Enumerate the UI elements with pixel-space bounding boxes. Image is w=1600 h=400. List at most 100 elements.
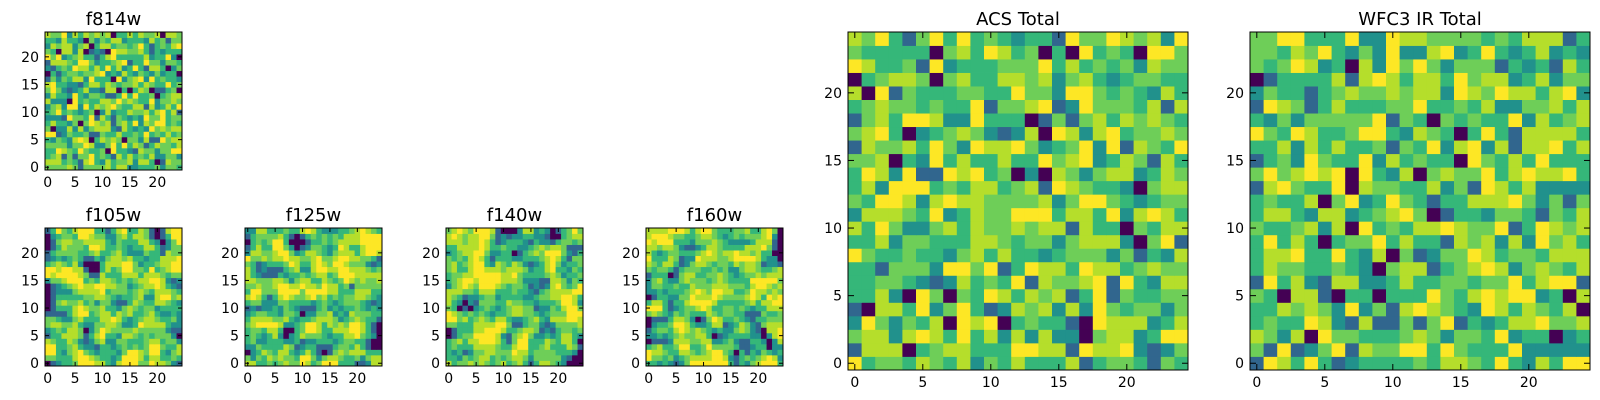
heatmap-cell bbox=[250, 316, 257, 323]
heatmap-cell bbox=[132, 54, 139, 60]
heatmap-cell bbox=[1331, 261, 1346, 276]
heatmap-cell bbox=[283, 244, 290, 251]
heatmap-cell bbox=[1481, 342, 1496, 357]
heatmap-cell bbox=[943, 248, 958, 263]
heatmap-cell bbox=[706, 261, 713, 268]
heatmap-cell bbox=[154, 343, 161, 350]
heatmap-cell bbox=[105, 316, 112, 323]
heatmap-cell bbox=[245, 310, 251, 317]
heatmap-cell bbox=[943, 32, 958, 46]
y-tick-label: 0 bbox=[631, 356, 640, 372]
y-tick-label: 20 bbox=[21, 50, 39, 66]
heatmap-cell bbox=[121, 164, 128, 171]
heatmap-cell bbox=[473, 283, 480, 290]
heatmap-cell bbox=[176, 153, 183, 160]
heatmap-cell bbox=[539, 321, 546, 328]
heatmap-cell bbox=[72, 277, 79, 284]
heatmap-cell bbox=[149, 272, 155, 279]
heatmap-cell bbox=[1133, 248, 1148, 263]
heatmap-cell bbox=[299, 310, 306, 317]
heatmap-cell bbox=[777, 343, 784, 350]
heatmap-cell bbox=[127, 316, 134, 323]
heatmap-cell bbox=[1277, 194, 1292, 209]
heatmap-cell bbox=[55, 43, 62, 49]
heatmap-cell bbox=[316, 266, 323, 273]
heatmap-cell bbox=[997, 302, 1012, 317]
heatmap-cell bbox=[343, 294, 350, 301]
heatmap-cell bbox=[1562, 113, 1577, 128]
heatmap-cell bbox=[1318, 221, 1332, 236]
heatmap-cell bbox=[656, 316, 663, 323]
heatmap-cell bbox=[500, 305, 507, 312]
heatmap-cell bbox=[717, 244, 724, 251]
heatmap-cell bbox=[956, 288, 971, 303]
heatmap-cell bbox=[77, 125, 84, 132]
heatmap-cell bbox=[132, 321, 139, 328]
heatmap-cell bbox=[902, 194, 917, 209]
heatmap-cell bbox=[1522, 167, 1536, 182]
heatmap-cell bbox=[750, 316, 756, 323]
heatmap-cell bbox=[772, 228, 778, 234]
heatmap-cell bbox=[1250, 342, 1264, 357]
heatmap-cell bbox=[88, 81, 95, 88]
heatmap-cell bbox=[105, 109, 112, 116]
heatmap-cell bbox=[888, 302, 903, 317]
heatmap-cell bbox=[250, 310, 257, 317]
heatmap-cell bbox=[45, 299, 51, 306]
heatmap-cell bbox=[121, 228, 128, 234]
heatmap-cell bbox=[577, 272, 584, 279]
heatmap-cell bbox=[555, 244, 562, 251]
heatmap-cell bbox=[673, 277, 680, 284]
heatmap-cell bbox=[1345, 356, 1360, 371]
heatmap-cell bbox=[171, 343, 177, 350]
heatmap-cell bbox=[160, 349, 166, 356]
heatmap-cell bbox=[1011, 356, 1026, 371]
heatmap-cell bbox=[761, 255, 767, 262]
heatmap-cell bbox=[165, 142, 172, 149]
heatmap-cell bbox=[1481, 194, 1496, 209]
heatmap-cell bbox=[1454, 342, 1468, 357]
heatmap-cell bbox=[160, 299, 166, 306]
heatmap-cell bbox=[143, 327, 150, 334]
heatmap-cell bbox=[517, 294, 524, 301]
heatmap-cell bbox=[143, 136, 150, 143]
heatmap-cell bbox=[888, 86, 903, 100]
heatmap-cell bbox=[83, 277, 90, 284]
heatmap-cell bbox=[365, 338, 372, 345]
heatmap-cell bbox=[1562, 315, 1577, 330]
heatmap-cell bbox=[1277, 72, 1292, 87]
heatmap-cell bbox=[511, 272, 518, 279]
heatmap-cell bbox=[1413, 167, 1428, 182]
heatmap-cell bbox=[1250, 329, 1264, 344]
heatmap-cell bbox=[1522, 99, 1536, 114]
heatmap-cell bbox=[55, 142, 62, 149]
heatmap-cell bbox=[338, 332, 345, 339]
heatmap-cell bbox=[916, 302, 930, 317]
heatmap-cell bbox=[572, 261, 578, 268]
heatmap-cell bbox=[165, 349, 172, 356]
heatmap-cell bbox=[943, 59, 958, 73]
heatmap-cell bbox=[99, 338, 106, 345]
heatmap-cell bbox=[495, 261, 502, 268]
heatmap-cell bbox=[1413, 315, 1428, 330]
heatmap-cell bbox=[132, 316, 139, 323]
heatmap-cell bbox=[376, 354, 383, 361]
heatmap-cell bbox=[50, 354, 57, 361]
heatmap-cell bbox=[316, 299, 323, 306]
heatmap-cell bbox=[544, 299, 551, 306]
heatmap-cell bbox=[154, 321, 161, 328]
heatmap-cell bbox=[489, 360, 496, 367]
heatmap-cell bbox=[689, 338, 696, 345]
heatmap-cell bbox=[970, 180, 985, 195]
heatmap-cell bbox=[1263, 180, 1278, 195]
heatmap-cell bbox=[711, 327, 718, 334]
heatmap-cell bbox=[766, 261, 773, 268]
heatmap-cell bbox=[83, 54, 90, 60]
heatmap-cell bbox=[984, 315, 998, 330]
heatmap-cell bbox=[138, 59, 145, 66]
heatmap-cell bbox=[848, 329, 862, 344]
heatmap-cell bbox=[561, 299, 567, 306]
heatmap-cell bbox=[1318, 126, 1332, 141]
heatmap-cell bbox=[154, 153, 161, 160]
axes-frame bbox=[847, 31, 1189, 371]
